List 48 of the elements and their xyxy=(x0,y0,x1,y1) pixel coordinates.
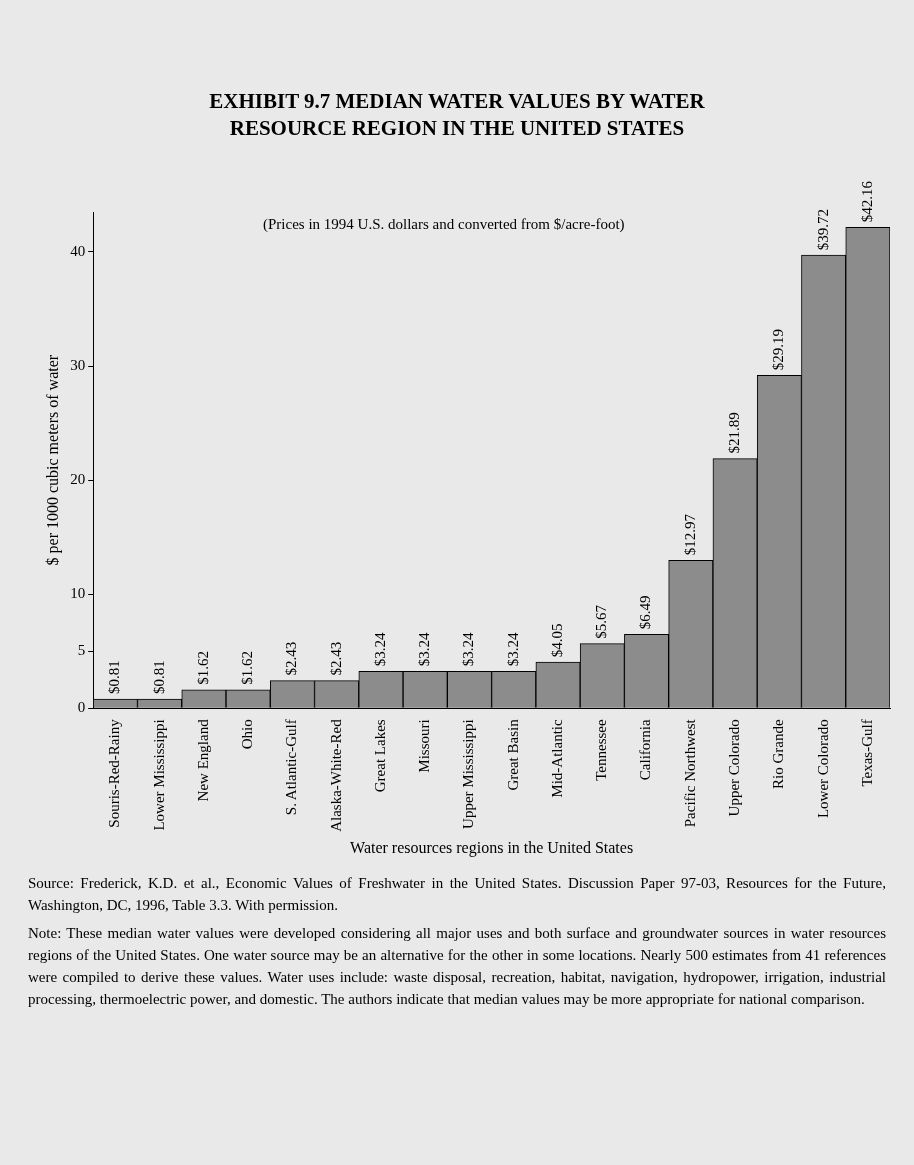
x-tick-label: New England xyxy=(194,718,211,802)
y-tick-label: 20 xyxy=(70,471,86,488)
x-tick-label: Texas-Gulf xyxy=(858,719,875,787)
chart-title: EXHIBIT 9.7 MEDIAN WATER VALUES BY WATER RESOURCE REGION IN THE UNITED STATES xyxy=(208,88,706,142)
annotation: (Prices in 1994 U.S. dollars and converted from $/acre-foot) xyxy=(263,216,625,234)
data-label: $0.81 xyxy=(150,660,167,695)
x-axis-title: Water resources regions in the United States xyxy=(350,838,634,857)
data-label: $2.43 xyxy=(327,641,344,676)
data-label: $1.62 xyxy=(239,651,256,685)
data-label: $3.24 xyxy=(460,632,477,667)
y-tick-label: 40 xyxy=(70,242,86,259)
data-label: $0.81 xyxy=(106,660,123,695)
x-tick-label: Missouri xyxy=(416,719,433,773)
data-label: $1.62 xyxy=(194,651,211,685)
y-tick-label: 10 xyxy=(70,585,86,602)
data-label: $6.49 xyxy=(637,595,654,630)
x-tick-label: Mid-Atlantic xyxy=(548,719,565,798)
data-label: $29.19 xyxy=(770,329,787,371)
x-tick-label: Great Basin xyxy=(504,718,521,791)
data-label: $42.16 xyxy=(858,180,875,223)
y-tick-label: 0 xyxy=(77,699,86,716)
x-tick-label: S. Atlantic-Gulf xyxy=(283,719,300,816)
data-label: $4.05 xyxy=(548,623,565,658)
x-tick-label: Lower Colorado xyxy=(814,719,831,819)
x-tick-label: Great Lakes xyxy=(371,719,388,793)
data-label: $39.72 xyxy=(814,208,831,251)
source-note: Source: Frederick, K.D. et al., Economic Values of Freshwater in the United States. Discussion Paper 97-03, Resources for the Future, Washington, DC, 1996, Table 3.3. With permission. xyxy=(28,874,886,915)
x-tick-label: Upper Colorado xyxy=(726,719,742,817)
data-label: $2.43 xyxy=(283,641,300,676)
data-label: $21.89 xyxy=(726,412,742,454)
x-tick-label: Alaska-White-Red xyxy=(327,718,344,832)
data-label: $12.97 xyxy=(681,513,698,556)
x-tick-label: Rio Grande xyxy=(770,719,787,789)
data-label: $3.24 xyxy=(504,632,521,667)
data-label: $5.67 xyxy=(593,604,610,639)
x-tick-label: Pacific Northwest xyxy=(681,718,698,828)
x-tick-label: Tennessee xyxy=(593,719,610,781)
text: Note: These median water values were developed considering all major uses and both surface and groundwater sources in water resources regions of the United States. One water source may be an alternative for the other in some locations. Nearly 500 estimates from 41 references were compiled to derive these values. Water uses include: waste disposal, recreation, habitat, navigation, hydropower, irrigation, industrial processing, thermoelectric power, and domestic. The authors indicate that median values may be more appropriate for national comparison. xyxy=(28,924,886,1009)
x-tick-label: Upper Mississippi xyxy=(460,719,477,829)
x-tick-label: Ohio xyxy=(239,719,256,750)
data-label: $3.24 xyxy=(416,632,433,667)
data-label: $3.24 xyxy=(371,632,388,667)
y-tick-label: 5 xyxy=(77,642,86,659)
x-tick-label: Lower Mississippi xyxy=(150,719,167,831)
y-tick-label: 30 xyxy=(70,356,86,373)
x-tick-label: California xyxy=(637,719,654,781)
y-axis-title: $ per 1000 cubic meters of water xyxy=(43,354,62,566)
x-tick-label: Souris-Red-Rainy xyxy=(106,718,123,828)
